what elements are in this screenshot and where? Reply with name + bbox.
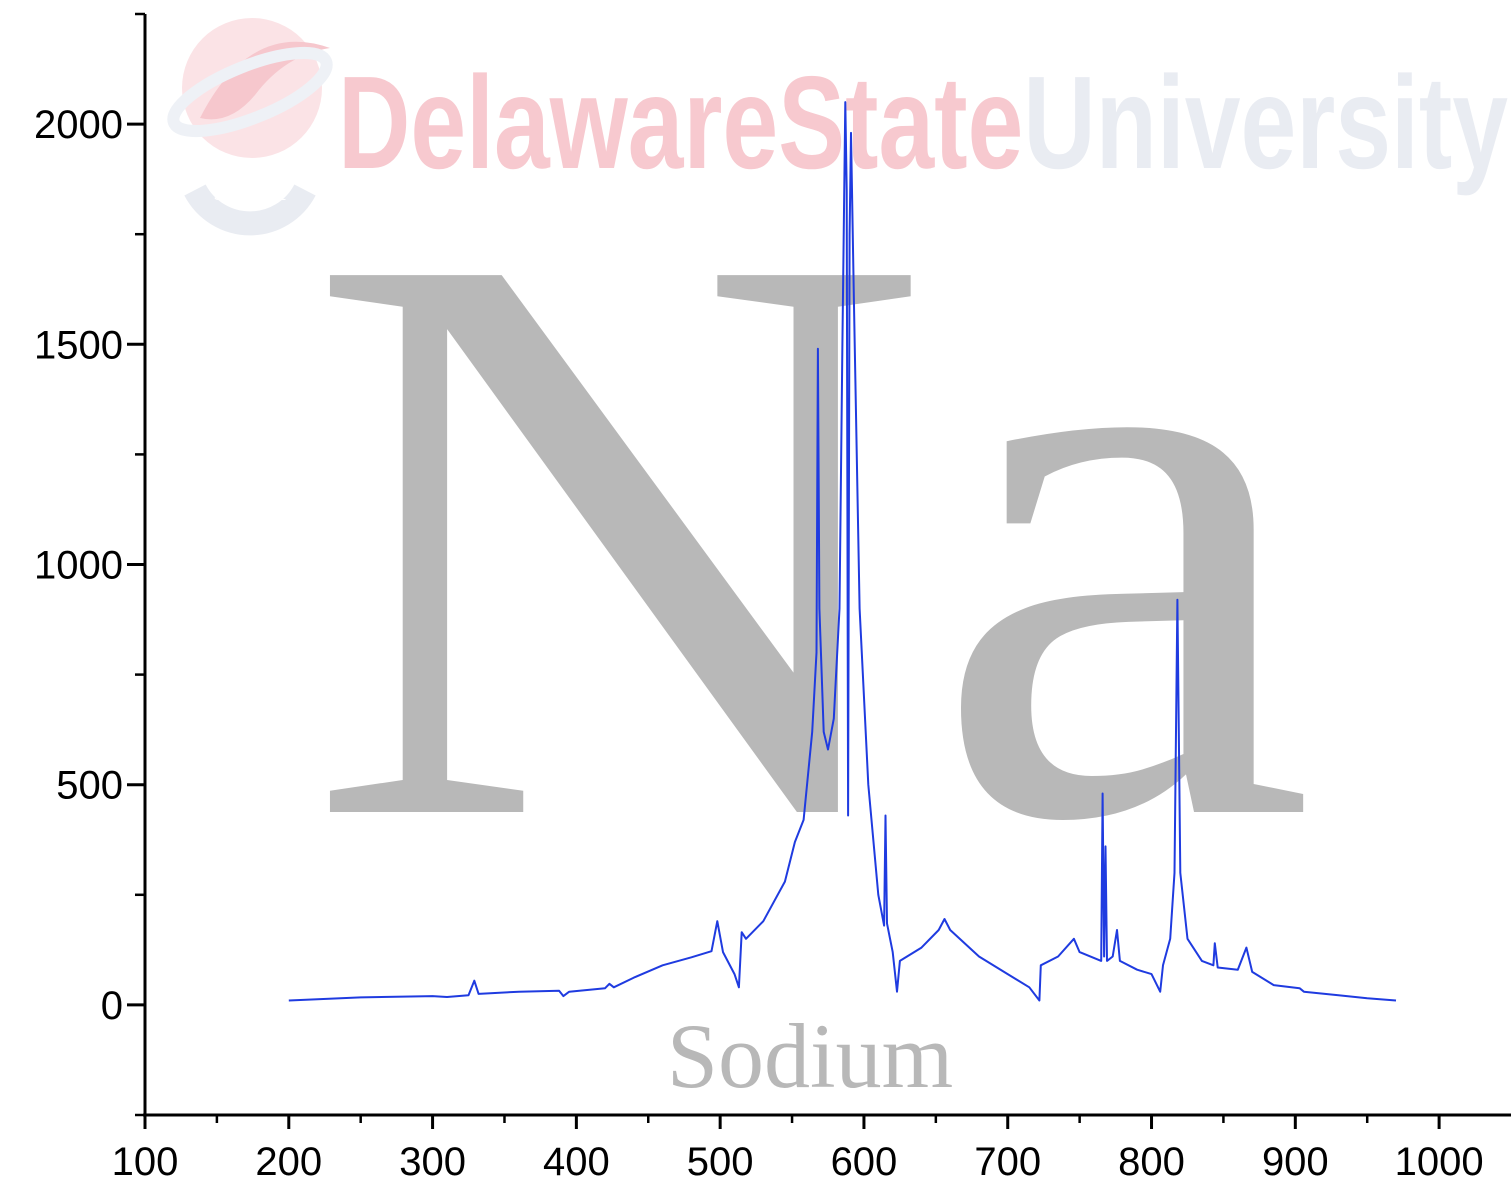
x-tick-label: 800 xyxy=(1118,1140,1185,1184)
x-tick-label: 1000 xyxy=(1395,1140,1484,1184)
x-tick-label: 100 xyxy=(112,1140,179,1184)
y-tick-label: 500 xyxy=(56,764,123,808)
x-tick-label: 300 xyxy=(399,1140,466,1184)
x-axis-ticks: 100 200 300 400 500 600 700 800 900 1000 xyxy=(112,1115,1484,1184)
university-name-part2: State xyxy=(778,49,1023,196)
y-tick-label: 1500 xyxy=(34,323,123,367)
y-tick-label: 0 xyxy=(101,984,123,1028)
x-tick-label: 400 xyxy=(543,1140,610,1184)
university-name-part1: Delaware xyxy=(338,49,778,196)
since-text: SINCE 1891 xyxy=(214,188,286,203)
x-tick-label: 900 xyxy=(1262,1140,1329,1184)
x-tick-label: 500 xyxy=(687,1140,754,1184)
university-watermark: SINCE 1891 DelawareStateUniversity xyxy=(167,18,1508,236)
series-layer xyxy=(288,101,1397,1002)
x-tick-label: 600 xyxy=(831,1140,898,1184)
x-tick-label: 200 xyxy=(255,1140,322,1184)
element-name: Sodium xyxy=(667,1005,953,1107)
y-axis-ticks: 0 500 1000 1500 2000 xyxy=(34,12,145,1117)
y-tick-label: 1000 xyxy=(34,544,123,588)
university-name: DelawareStateUniversity xyxy=(338,49,1508,196)
element-symbol: Na xyxy=(305,82,1315,990)
spectrum-series-line xyxy=(288,101,1397,1002)
university-logo-icon: SINCE 1891 xyxy=(167,18,333,236)
university-name-part3: University xyxy=(1023,49,1508,196)
x-tick-label: 700 xyxy=(974,1140,1041,1184)
y-tick-label: 2000 xyxy=(34,103,123,147)
